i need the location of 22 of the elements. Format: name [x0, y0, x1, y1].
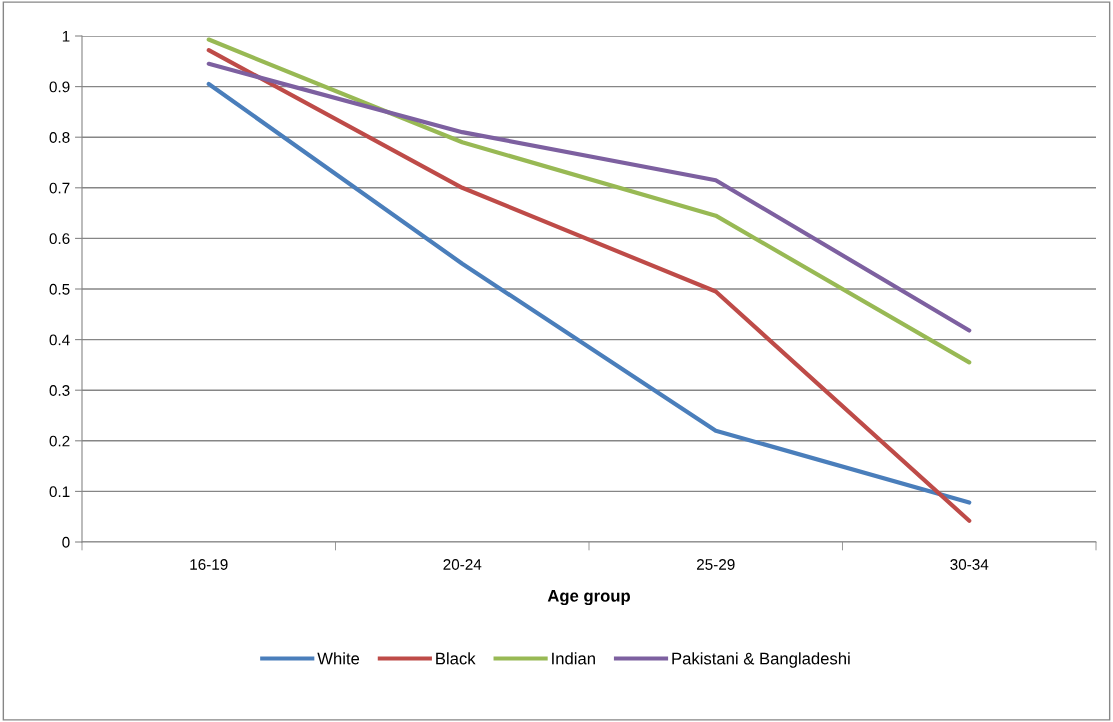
line-series — [206, 61, 972, 333]
y-tick-label: 0.4 — [49, 334, 70, 346]
y-tick-label: 1 — [62, 31, 70, 42]
y-tick-label: 0.8 — [49, 132, 70, 143]
legend-label: Pakistani & Bangladeshi — [672, 652, 850, 668]
legend-label: Indian — [552, 652, 595, 665]
x-tick-label: 25-29 — [696, 559, 735, 570]
x-tick-label: 20-24 — [443, 559, 482, 570]
x-tick-label: 16-19 — [190, 559, 228, 570]
y-tick-label: 0.7 — [49, 182, 70, 194]
x-axis-title: Age group — [547, 590, 630, 606]
y-tick-label: 0.5 — [49, 283, 70, 295]
x-tick-label: 30-34 — [950, 559, 989, 570]
y-tick-label: 0.6 — [49, 233, 70, 245]
y-tick-label: 0.9 — [49, 81, 70, 93]
legend-label: White — [317, 652, 360, 665]
y-tick-label: 0.2 — [49, 435, 70, 447]
legend-label: Black — [436, 652, 476, 665]
y-tick-label: 0.3 — [49, 385, 70, 396]
y-tick-label: 0.1 — [49, 486, 70, 498]
line-series — [206, 37, 972, 365]
y-tick-label: 0 — [62, 536, 70, 548]
